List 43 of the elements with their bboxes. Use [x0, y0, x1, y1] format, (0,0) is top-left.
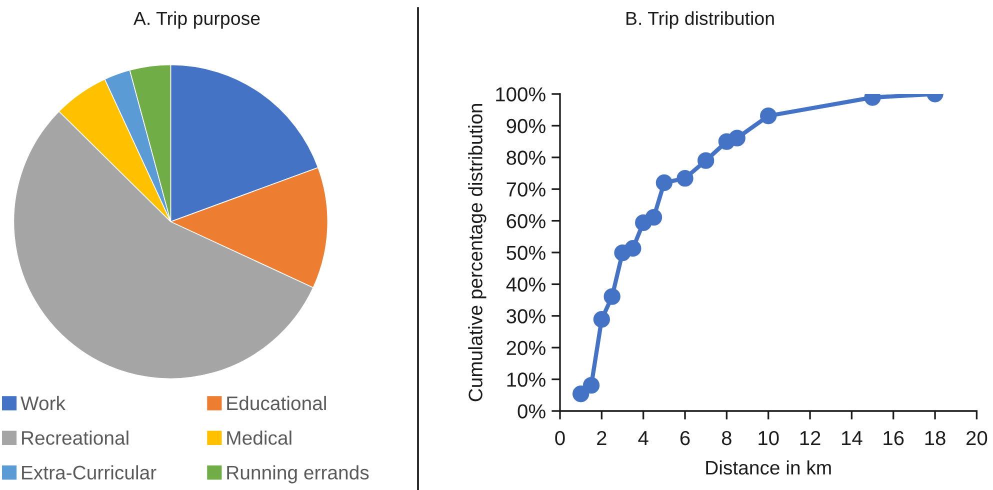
point [593, 311, 610, 328]
legend-label: Educational [227, 396, 326, 410]
y-tick-label: 40% [506, 277, 546, 292]
x-tick-label: 16 [884, 430, 904, 446]
legend-label: Running errands [227, 465, 369, 484]
legend-label: Medical [227, 430, 292, 445]
x-tick-label: 14 [842, 431, 862, 446]
point [656, 174, 673, 192]
y-tick-label: 90% [506, 118, 546, 134]
x-tick-label: 0 [555, 430, 565, 446]
point [604, 288, 620, 305]
x-tick-label: 18 [925, 430, 946, 446]
chart-title: B. Trip distribution [626, 11, 774, 29]
legend-label: Extra-Curricular [22, 465, 156, 480]
y-tick-label: 60% [506, 214, 546, 228]
x-tick-label: 10 [758, 430, 779, 446]
y-tick-label: 0% [518, 404, 546, 418]
x-tick-label: 4 [638, 431, 648, 446]
point [698, 152, 714, 169]
x-tick-label: 12 [800, 430, 820, 446]
y-tick-label: 50% [506, 246, 546, 260]
point [728, 130, 746, 146]
x-tick-label: 2 [597, 430, 606, 446]
x-tick-label: 20 [966, 430, 988, 446]
y-tick-label: 100% [496, 87, 546, 102]
y-tick-label: 80% [506, 150, 546, 165]
point [582, 376, 600, 394]
x-axis-title: Distance in km [706, 460, 831, 475]
y-axis-title: Cumulative percentage distribution [468, 104, 486, 402]
x-tick-label: 6 [680, 430, 690, 446]
y-tick-label: 20% [506, 340, 546, 356]
point [624, 240, 642, 257]
point [645, 208, 662, 226]
point [676, 170, 694, 187]
legend-label: Work [20, 396, 66, 410]
point [572, 386, 590, 402]
y-tick-label: 10% [507, 372, 546, 387]
legend-label: Recreational [22, 430, 128, 445]
y-tick-label: 30% [506, 309, 546, 324]
y-tick-label: 70% [506, 182, 546, 197]
chart-title: A. Trip purpose [133, 11, 260, 29]
point [760, 108, 777, 124]
x-tick-label: 8 [722, 430, 732, 446]
